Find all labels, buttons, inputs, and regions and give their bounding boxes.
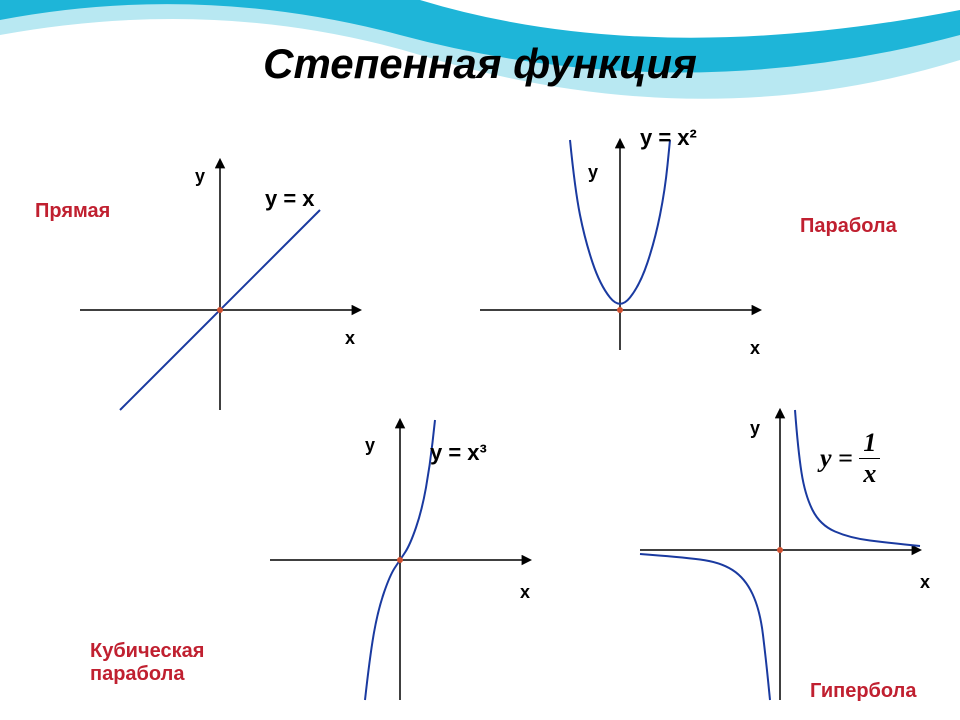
x-axis-label-cubic: x	[520, 582, 530, 603]
name-label-parabola: Парабола	[800, 215, 897, 238]
x-axis-label-parabola: x	[750, 338, 760, 359]
x-axis-label-hyperbola: x	[920, 572, 930, 593]
name-label-hyperbola: Гипербола	[810, 680, 916, 703]
x-axis-label-linear: x	[345, 328, 355, 349]
graph-linear	[60, 140, 380, 420]
stage: Степенная функция Прямая y x y = x Парабола y…	[0, 0, 960, 720]
formula-label-parabola: y = x²	[640, 125, 697, 151]
formula-label-hyperbola: y = 1x	[820, 430, 880, 487]
formula-label-linear: y = x	[265, 186, 315, 212]
y-axis-label-linear: y	[195, 166, 205, 187]
name-label-linear: Прямая	[35, 200, 110, 223]
formula-label-cubic: y = x³	[430, 440, 487, 466]
graph-cubic	[250, 410, 550, 710]
graph-parabola	[460, 130, 780, 360]
name-label-cubic: Кубическаяпарабола	[90, 640, 204, 686]
y-axis-label-parabola: y	[588, 162, 598, 183]
y-axis-label-cubic: y	[365, 435, 375, 456]
y-axis-label-hyperbola: y	[750, 418, 760, 439]
graph-hyperbola	[620, 400, 940, 710]
page-title: Степенная функция	[0, 40, 960, 88]
